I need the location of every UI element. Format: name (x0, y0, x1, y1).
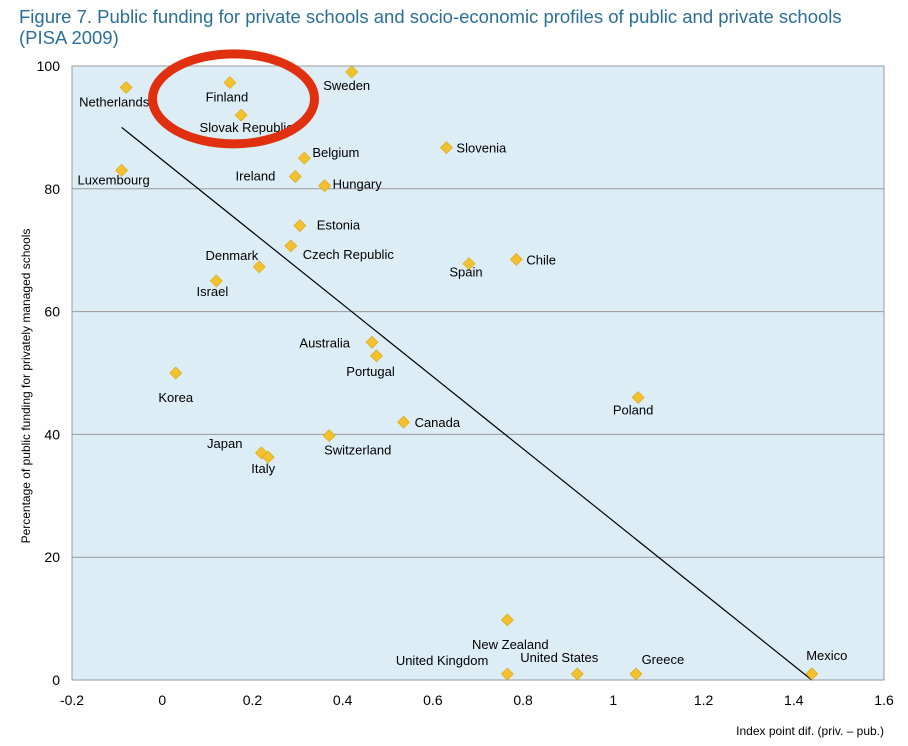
y-tick-label: 60 (44, 304, 60, 320)
plot-area (71, 65, 885, 681)
x-tick-label: 0.8 (513, 692, 533, 708)
point-mexico (805, 667, 819, 681)
figure-title: Figure 7. Public funding for private sch… (19, 6, 842, 48)
label-united-kingdom: United Kingdom (396, 653, 489, 668)
x-tick-label: 0.2 (243, 692, 263, 708)
label-sweden: Sweden (323, 78, 370, 93)
label-portugal: Portugal (346, 364, 395, 379)
label-korea: Korea (158, 390, 193, 405)
label-ireland: Ireland (236, 169, 276, 184)
y-tick-label: 20 (44, 549, 60, 565)
label-estonia: Estonia (317, 218, 361, 233)
label-australia: Australia (299, 335, 350, 350)
y-tick-label: 100 (37, 58, 61, 74)
point-slovak-republic (234, 108, 248, 122)
label-greece: Greece (642, 652, 685, 667)
x-tick-label: 1 (609, 692, 617, 708)
point-slovenia (439, 141, 453, 155)
point-chile (509, 252, 523, 266)
point-japan (255, 446, 268, 460)
y-tick-label: 40 (44, 426, 60, 442)
point-italy (261, 450, 275, 464)
point-new-zealand (500, 613, 514, 627)
label-slovenia: Slovenia (456, 141, 507, 156)
gridlines (72, 188, 884, 558)
point-finland (223, 76, 237, 90)
y-axis-ticks: 0 20 40 60 80 100 (37, 58, 61, 688)
point-australia (365, 335, 379, 349)
y-tick-label: 0 (52, 672, 60, 688)
label-canada: Canada (415, 415, 461, 430)
label-luxembourg: Luxembourg (77, 172, 149, 187)
label-israel: Israel (196, 284, 228, 299)
point-czech-republic (284, 239, 298, 253)
label-poland: Poland (613, 403, 653, 418)
point-poland (631, 391, 645, 404)
label-denmark: Denmark (205, 248, 258, 263)
label-hungary: Hungary (333, 177, 383, 192)
label-switzerland: Switzerland (324, 443, 391, 458)
label-belgium: Belgium (312, 145, 359, 160)
trendline (121, 126, 813, 681)
point-portugal (370, 349, 383, 363)
point-spain (462, 257, 476, 271)
label-japan: Japan (207, 436, 242, 451)
x-tick-label: 0 (158, 692, 166, 708)
label-netherlands: Netherlands (79, 94, 150, 109)
point-sweden (345, 65, 359, 79)
point-canada (397, 415, 410, 429)
data-points (115, 65, 819, 681)
label-chile: Chile (526, 252, 556, 267)
label-united-states: United States (520, 650, 599, 665)
x-tick-label: 1.6 (874, 692, 894, 708)
label-slovak-republic: Slovak Republic (200, 120, 294, 135)
label-finland: Finland (206, 90, 249, 105)
label-italy: Italy (251, 461, 275, 476)
point-united-kingdom (500, 667, 514, 681)
point-luxembourg (115, 163, 129, 177)
point-ireland (288, 170, 302, 183)
point-netherlands (119, 81, 133, 94)
point-korea (169, 366, 183, 380)
x-tick-label: 1.4 (784, 692, 804, 708)
highlight-ellipse (148, 49, 320, 149)
point-denmark (252, 260, 266, 274)
label-new-zealand: New Zealand (472, 637, 549, 652)
label-mexico: Mexico (806, 648, 847, 663)
x-tick-label: -0.2 (60, 692, 84, 708)
x-tick-label: 0.6 (423, 692, 443, 708)
point-switzerland (322, 429, 336, 443)
label-czech-republic: Czech Republic (303, 247, 395, 262)
x-tick-label: 1.2 (694, 692, 714, 708)
point-greece (629, 667, 643, 681)
point-united-states (570, 667, 584, 681)
y-axis-label: Percentage of public funding for private… (19, 229, 33, 544)
y-tick-label: 80 (44, 181, 60, 197)
x-axis-label: Index point dif. (priv. – pub.) (736, 724, 884, 738)
label-spain: Spain (449, 265, 482, 280)
point-estonia (293, 219, 307, 233)
highlight-group (148, 49, 320, 149)
point-labels: Netherlands Finland Slovak Republic Sweden L… (77, 78, 847, 668)
trendline-group (121, 126, 813, 681)
point-hungary (318, 179, 332, 193)
point-belgium (297, 151, 311, 165)
point-israel (209, 274, 223, 288)
x-axis-ticks: -0.2 0 0.2 0.4 0.6 0.8 1 1.2 1.4 1.6 (60, 692, 894, 708)
x-tick-label: 0.4 (333, 692, 353, 708)
